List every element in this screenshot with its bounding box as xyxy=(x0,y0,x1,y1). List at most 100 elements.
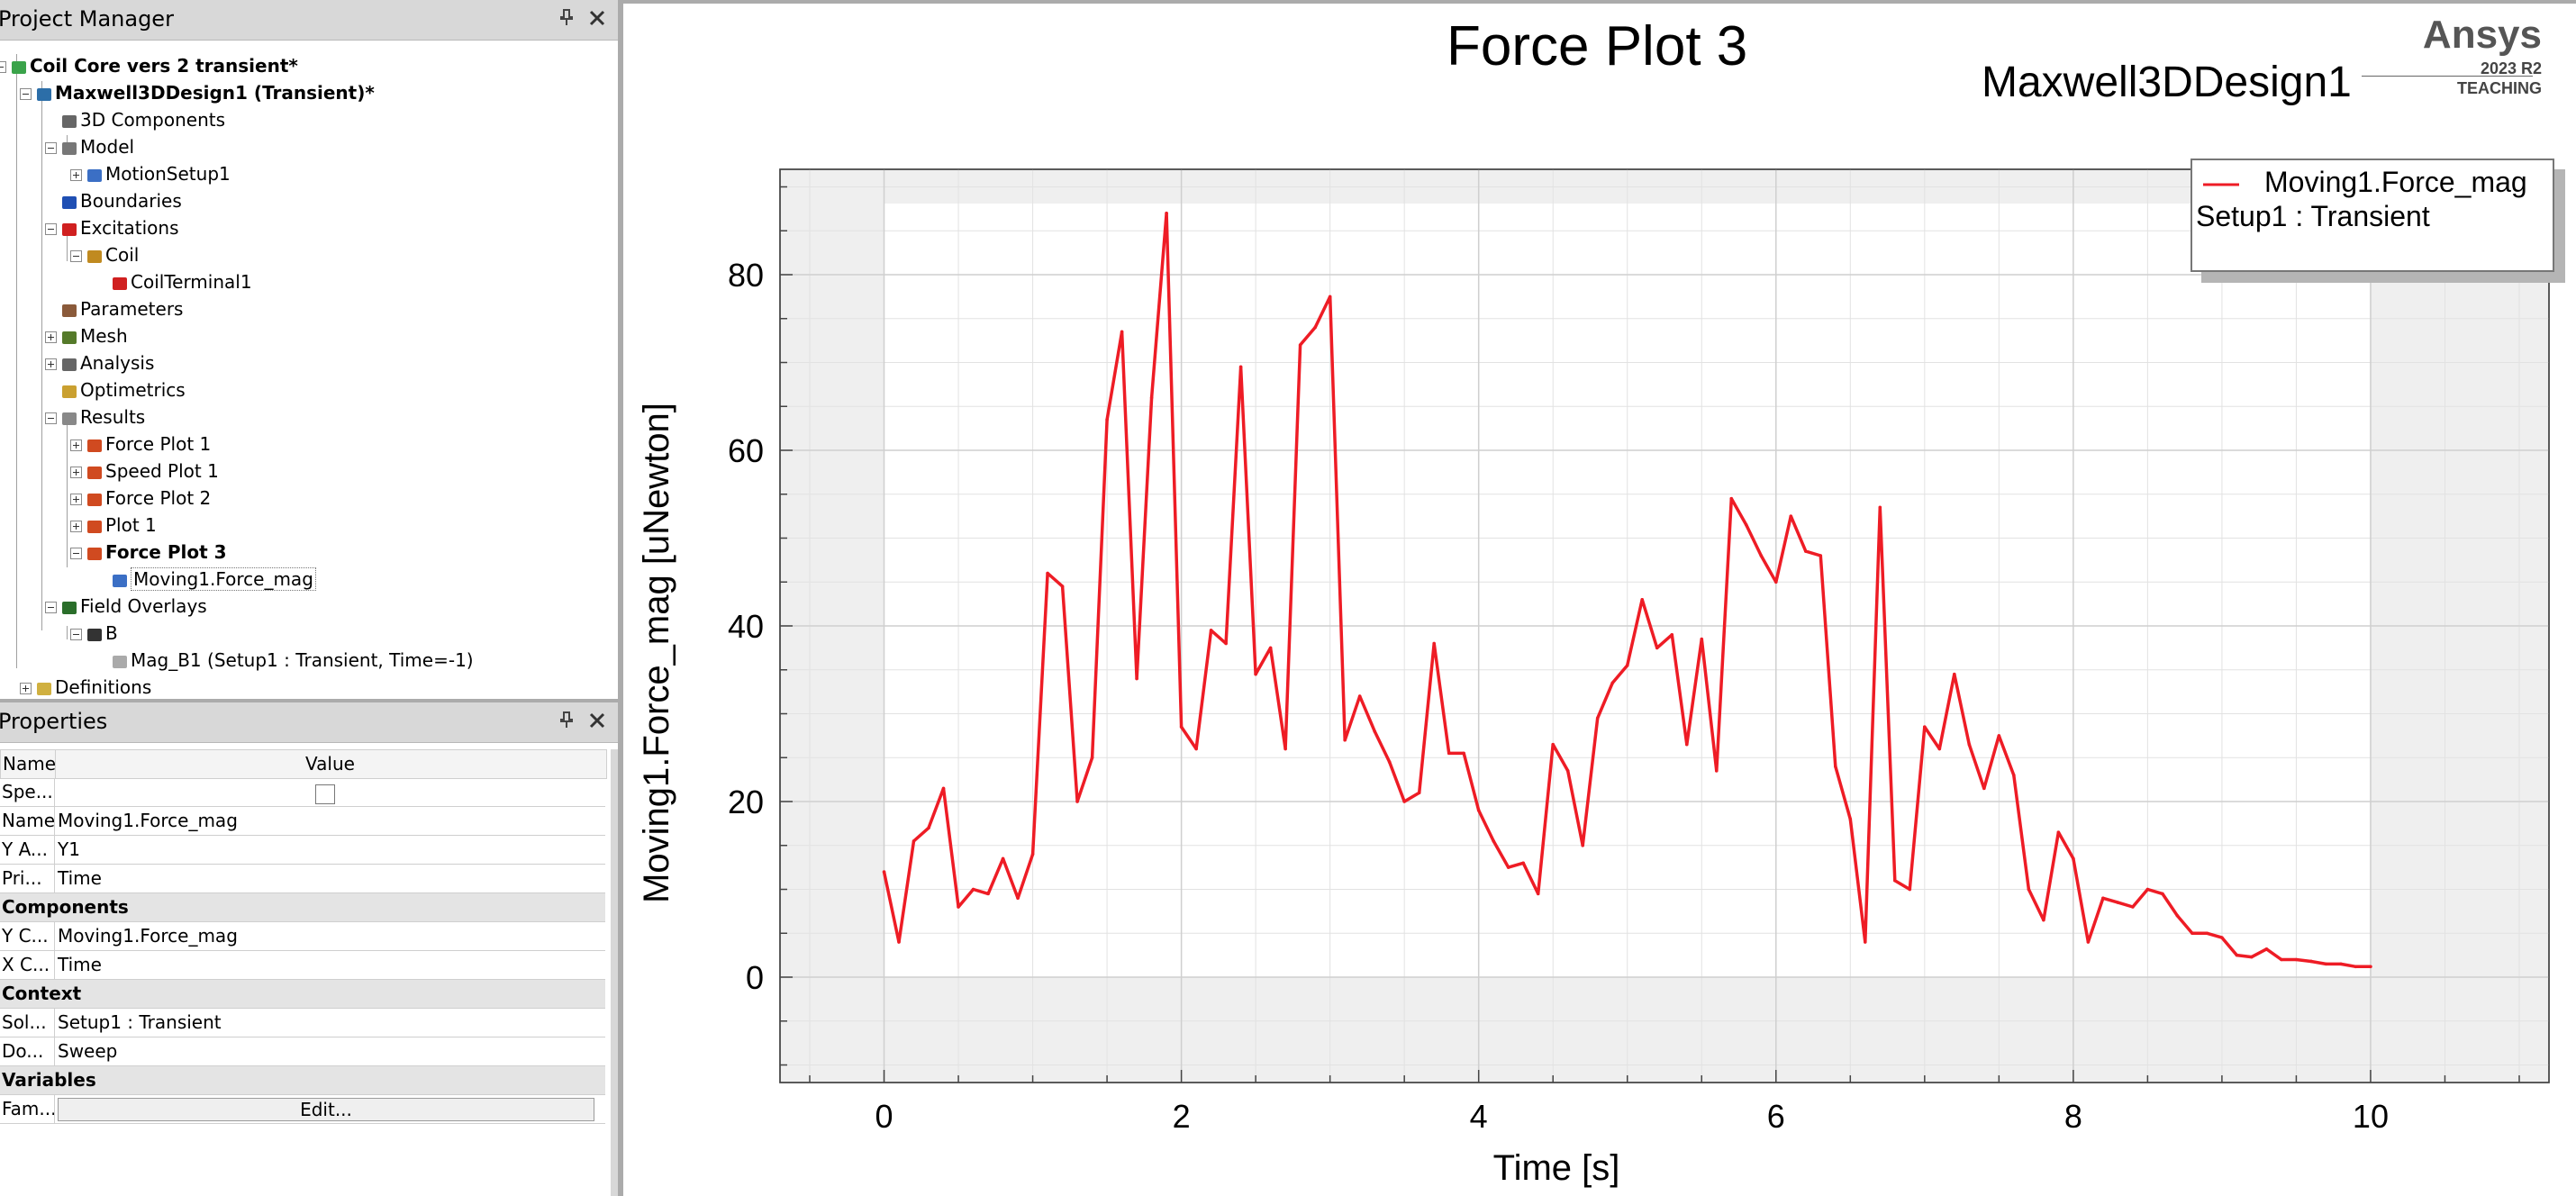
data-point xyxy=(1268,646,1273,650)
force-plot-chart[interactable]: 0 2 4 6 8 10 0 20 40 60 80 Time [s] Moving1.Force_ma… xyxy=(623,4,2576,1196)
collapse-icon[interactable] xyxy=(20,88,32,100)
property-row[interactable]: Pri... Time xyxy=(0,865,605,893)
data-point xyxy=(2072,856,2075,861)
close-icon[interactable] xyxy=(584,4,611,34)
property-value[interactable]: Moving1.Force_mag xyxy=(58,925,238,947)
data-point xyxy=(1908,887,1912,892)
tree-item[interactable]: MotionSetup1 xyxy=(70,160,231,187)
tree-item-label: Maxwell3DDesign1 (Transient)* xyxy=(55,82,375,104)
collapse-icon[interactable] xyxy=(45,412,57,424)
property-name: X C... xyxy=(2,954,50,975)
data-point xyxy=(2161,892,2164,896)
pin-icon[interactable] xyxy=(553,706,580,737)
tree-item[interactable]: 3D Components xyxy=(45,106,225,133)
data-point xyxy=(1090,756,1094,760)
ansys-wordmark: Ansys xyxy=(2422,13,2542,57)
tree-item[interactable]: Force Plot 3 xyxy=(70,539,227,566)
property-row[interactable]: Y C... Moving1.Force_mag xyxy=(0,922,605,951)
tree-item[interactable]: Force Plot 2 xyxy=(70,485,211,512)
tree-item[interactable]: Mesh xyxy=(45,322,128,349)
tree-item[interactable]: Analysis xyxy=(45,349,154,376)
tree-item[interactable]: Mag_B1 (Setup1 : Transient, Time=-1) xyxy=(95,647,474,674)
property-value[interactable]: Time xyxy=(58,867,102,889)
property-value[interactable]: Sweep xyxy=(58,1040,118,1062)
tree-node-icon xyxy=(62,222,77,236)
legend-box[interactable]: Moving1.Force_mag Setup1 : Transient xyxy=(2191,159,2554,272)
column-header-name: Name xyxy=(3,753,55,775)
edit-button[interactable]: Edit... xyxy=(58,1098,594,1121)
tree-node-icon xyxy=(113,276,127,290)
property-value[interactable]: Setup1 : Transient xyxy=(58,1011,222,1033)
expand-icon[interactable] xyxy=(45,331,57,343)
data-point xyxy=(1224,641,1228,646)
specify-checkbox[interactable] xyxy=(315,784,335,804)
collapse-icon[interactable] xyxy=(0,61,6,73)
y-tick-label: 40 xyxy=(728,608,764,645)
property-row[interactable]: Name Moving1.Force_mag xyxy=(0,807,605,836)
tree-item[interactable]: Maxwell3DDesign1 (Transient)* xyxy=(20,79,375,106)
collapse-icon[interactable] xyxy=(45,223,57,235)
tree-node-icon xyxy=(62,331,77,344)
property-value[interactable]: Y1 xyxy=(58,838,80,860)
tree-item-label: Mesh xyxy=(80,325,128,347)
tree-node-icon xyxy=(113,655,127,668)
expand-icon[interactable] xyxy=(70,439,82,451)
logo-rule xyxy=(2362,76,2533,77)
tree-item[interactable]: Coil xyxy=(70,241,139,268)
close-icon[interactable] xyxy=(584,706,611,737)
expand-icon[interactable] xyxy=(70,521,82,532)
data-point xyxy=(1581,843,1585,847)
property-row[interactable]: X C... Time xyxy=(0,951,605,980)
tree-item[interactable]: Results xyxy=(45,403,145,430)
expand-icon[interactable] xyxy=(70,467,82,478)
tree-node-icon xyxy=(37,682,51,695)
expand-icon[interactable] xyxy=(70,169,82,181)
tree-item[interactable]: Plot 1 xyxy=(70,512,157,539)
property-row[interactable]: Sol... Setup1 : Transient xyxy=(0,1009,605,1037)
data-point xyxy=(1595,716,1600,720)
property-row[interactable]: Fam... Edit... xyxy=(0,1095,605,1124)
data-point xyxy=(1238,365,1243,369)
collapse-icon[interactable] xyxy=(70,548,82,559)
expand-icon[interactable] xyxy=(70,494,82,505)
data-point xyxy=(1521,861,1526,865)
data-point xyxy=(2131,905,2135,909)
property-row[interactable]: Spe... xyxy=(0,778,605,807)
tree-node-icon xyxy=(113,574,127,587)
collapse-icon[interactable] xyxy=(45,142,57,154)
tree-item[interactable]: Definitions xyxy=(20,674,151,699)
tree-node-icon xyxy=(62,114,77,128)
tree-item[interactable]: Moving1.Force_mag xyxy=(95,566,316,593)
data-point xyxy=(1878,505,1882,510)
property-name: Do... xyxy=(2,1040,44,1062)
tree-item[interactable]: Force Plot 1 xyxy=(70,430,211,458)
tree-item[interactable]: Excitations xyxy=(45,214,179,241)
tree-item[interactable]: CoilTerminal1 xyxy=(95,268,252,295)
column-divider xyxy=(54,778,55,806)
tree-item[interactable]: B xyxy=(70,620,118,647)
tree-item[interactable]: Speed Plot 1 xyxy=(70,458,219,485)
collapse-icon[interactable] xyxy=(70,250,82,262)
data-point xyxy=(2280,957,2283,962)
expand-icon[interactable] xyxy=(20,683,32,694)
collapse-icon[interactable] xyxy=(70,629,82,640)
tree-item[interactable]: Boundaries xyxy=(45,187,182,214)
tree-node-icon xyxy=(12,60,26,74)
property-name: Name xyxy=(2,810,54,831)
collapse-icon[interactable] xyxy=(45,602,57,613)
expand-icon[interactable] xyxy=(45,358,57,370)
data-point xyxy=(1684,742,1689,747)
property-name: Y C... xyxy=(2,925,49,947)
property-row[interactable]: Y A... Y1 xyxy=(0,836,605,865)
property-value[interactable]: Moving1.Force_mag xyxy=(58,810,238,831)
tree-item[interactable]: Coil Core vers 2 transient* xyxy=(0,52,298,79)
tree-item[interactable]: Optimetrics xyxy=(45,376,186,403)
data-point xyxy=(1848,817,1853,821)
tree-node-icon xyxy=(87,520,102,533)
tree-item[interactable]: Parameters xyxy=(45,295,183,322)
pin-icon[interactable] xyxy=(553,4,580,34)
property-row[interactable]: Do... Sweep xyxy=(0,1037,605,1066)
tree-item[interactable]: Field Overlays xyxy=(45,593,207,620)
tree-item[interactable]: Model xyxy=(45,133,134,160)
property-value[interactable]: Time xyxy=(58,954,102,975)
